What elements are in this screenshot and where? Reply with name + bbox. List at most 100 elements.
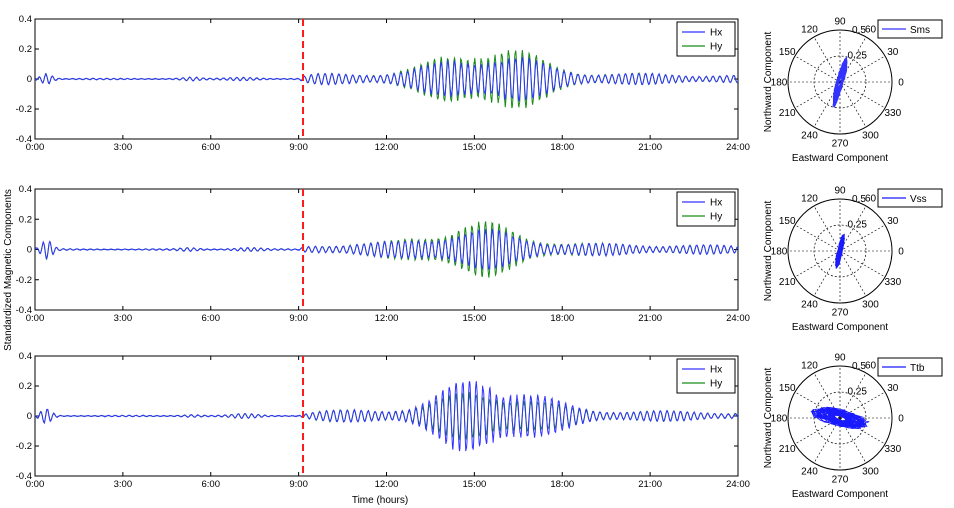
- polar-angle-label: 120: [801, 25, 818, 36]
- polar-xlabel: Eastward Component: [792, 153, 888, 164]
- polar-angle-label: 120: [801, 361, 818, 372]
- polar-legend-box: [877, 357, 943, 377]
- polar-spoke: [839, 81, 886, 109]
- y-tick-label: 0: [27, 74, 32, 85]
- x-tick-label: 9:00: [289, 313, 308, 324]
- x-tick-label: 0:00: [26, 313, 45, 324]
- legend-label-hx: Hx: [710, 28, 722, 39]
- x-tick-label: 21:00: [638, 479, 662, 490]
- polar-radial-label: 0.5: [852, 194, 866, 205]
- x-tick-label: 3:00: [114, 142, 133, 153]
- polar-angle-label: 240: [801, 130, 818, 141]
- time-series-panel-1: 0:00 3:00 6:00 9:00 12:00 15:00 18:00 21:00 24:0…: [16, 14, 750, 153]
- polar-legend-box: [877, 19, 943, 39]
- y-tick-label: -0.4: [16, 305, 32, 316]
- y-tick-label: 0.2: [19, 214, 32, 225]
- polar-radial-label: 0.5: [852, 25, 866, 36]
- polar-spoke: [839, 81, 867, 128]
- x-tick-label: 21:00: [638, 142, 662, 153]
- polar-legend-label: Sms: [910, 25, 930, 36]
- polar-ylabel: Northward Component: [763, 367, 774, 468]
- polar-legend: Ttb: [877, 357, 943, 377]
- polar-angle-label: 60: [865, 25, 877, 36]
- polar-spoke: [839, 224, 886, 252]
- y-tick-label: 0: [27, 245, 32, 256]
- x-tick-label: 6:00: [202, 142, 221, 153]
- x-tick-label: 12:00: [375, 142, 399, 153]
- x-tick-label: 18:00: [550, 142, 574, 153]
- polar-angle-label: 0: [898, 247, 904, 258]
- polar-spoke: [813, 417, 841, 464]
- legend-label-hy: Hy: [710, 42, 722, 53]
- polar-angle-label: 150: [779, 383, 796, 394]
- x-tick-label: 15:00: [462, 479, 486, 490]
- x-tick-label: 6:00: [202, 479, 221, 490]
- polar-angle-label: 0: [898, 414, 904, 425]
- figure-ylabel: Standardized Magnetic Components: [3, 189, 14, 351]
- x-tick-label: 6:00: [202, 313, 221, 324]
- polar-angle-label: 270: [832, 139, 849, 150]
- polar-spoke: [813, 205, 841, 252]
- legend-box: [676, 191, 736, 227]
- y-tick-label: -0.4: [16, 471, 32, 482]
- polar-legend-label: Vss: [910, 194, 927, 205]
- series-line-hx: [35, 228, 738, 271]
- legend: Hx Hy: [676, 358, 736, 394]
- legend-box: [676, 358, 736, 394]
- polar-xlabel: Eastward Component: [792, 489, 888, 500]
- figure-xlabel: Time (hours): [352, 495, 408, 506]
- polar-radial-label: 0.25: [848, 219, 868, 230]
- x-tick-label: 21:00: [638, 313, 662, 324]
- legend-label-hy: Hy: [710, 212, 722, 223]
- polar-angle-label: 120: [801, 194, 818, 205]
- time-series-panel-3: 0:00 3:00 6:00 9:00 12:00 15:00 18:00 21:00 24:0…: [16, 351, 750, 490]
- polar-angle-label: 300: [862, 466, 879, 477]
- polar-angle-label: 150: [779, 47, 796, 58]
- legend: Hx Hy: [676, 191, 736, 227]
- polar-angle-label: 330: [884, 444, 901, 455]
- polar-angle-label: 30: [887, 47, 899, 58]
- polar-spoke: [794, 81, 841, 109]
- x-tick-label: 12:00: [375, 313, 399, 324]
- polar-spoke: [839, 205, 867, 252]
- x-tick-label: 24:00: [726, 479, 750, 490]
- legend-box: [676, 21, 736, 57]
- polar-spoke: [794, 250, 841, 278]
- x-tick-label: 15:00: [462, 142, 486, 153]
- x-tick-label: 24:00: [726, 313, 750, 324]
- legend-label-hx: Hx: [710, 198, 722, 209]
- polar-spoke: [839, 250, 867, 297]
- x-tick-label: 3:00: [114, 313, 133, 324]
- polar-legend: Sms: [877, 19, 943, 39]
- time-series-panel-2: 0:00 3:00 6:00 9:00 12:00 15:00 18:00 21:00 24:0…: [16, 184, 750, 324]
- legend-label-hx: Hx: [710, 365, 722, 376]
- polar-angle-label: 180: [771, 78, 788, 89]
- polar-angle-label: 30: [887, 216, 899, 227]
- polar-trace-ttb: [810, 406, 870, 430]
- polar-angle-label: 300: [862, 130, 879, 141]
- polar-angle-label: 60: [865, 361, 877, 372]
- polar-spoke: [794, 55, 841, 83]
- polar-ylabel: Northward Component: [763, 200, 774, 301]
- polar-radial-label: 0.5: [852, 361, 866, 372]
- y-tick-label: -0.4: [16, 134, 32, 145]
- polar-spoke: [794, 224, 841, 252]
- polar-angle-label: 240: [801, 466, 818, 477]
- polar-angle-label: 90: [834, 186, 846, 197]
- polar-angle-label: 90: [834, 353, 846, 364]
- y-tick-label: -0.2: [16, 104, 32, 115]
- polar-angle-label: 0: [898, 78, 904, 89]
- y-tick-label: 0.4: [19, 184, 32, 195]
- polar-angle-label: 210: [779, 277, 796, 288]
- polar-angle-label: 60: [865, 194, 877, 205]
- x-tick-label: 9:00: [289, 142, 308, 153]
- polar-angle-label: 210: [779, 108, 796, 119]
- polar-spoke: [839, 55, 886, 83]
- x-tick-label: 24:00: [726, 142, 750, 153]
- polar-radial-label: 0.25: [848, 50, 868, 61]
- polar-angle-label: 270: [832, 308, 849, 319]
- polar-angle-label: 30: [887, 383, 899, 394]
